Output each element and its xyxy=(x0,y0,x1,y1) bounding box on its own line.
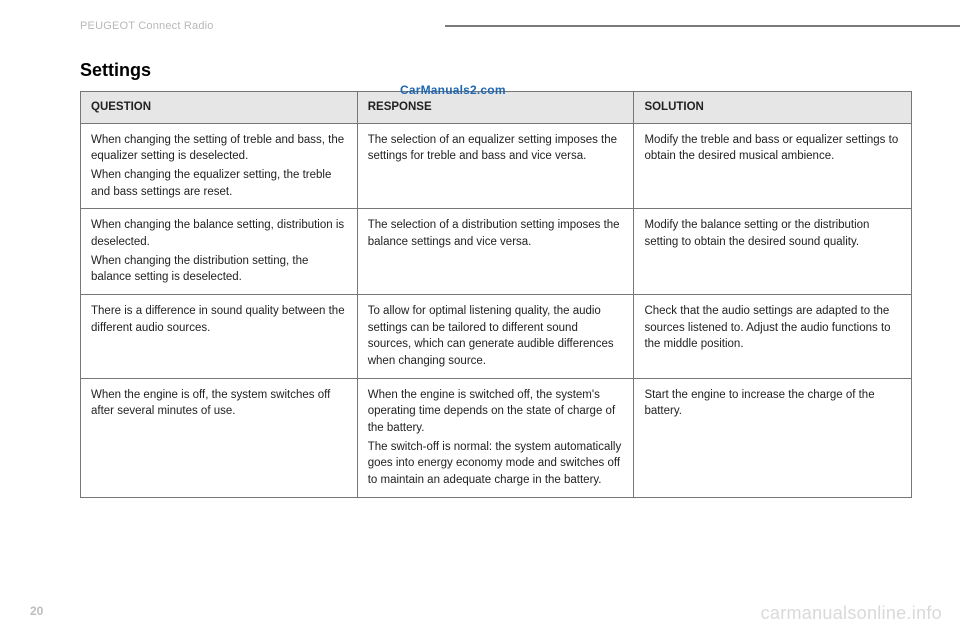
text: When changing the setting of treble and … xyxy=(91,132,347,165)
page-number: 20 xyxy=(30,604,43,618)
table-row: When the engine is off, the system switc… xyxy=(81,378,912,497)
text: When the engine is switched off, the sys… xyxy=(368,387,624,437)
cell-solution: Modify the treble and bass or equalizer … xyxy=(634,123,912,209)
cell-response: The selection of a distribution setting … xyxy=(357,209,634,295)
cell-solution: Modify the balance setting or the distri… xyxy=(634,209,912,295)
watermark-bottom: carmanualsonline.info xyxy=(761,603,942,624)
table-row: There is a difference in sound quality b… xyxy=(81,295,912,379)
manual-page: PEUGEOT Connect Radio Settings CarManual… xyxy=(0,0,960,640)
cell-response: The selection of an equalizer setting im… xyxy=(357,123,634,209)
cell-question: When changing the balance setting, distr… xyxy=(81,209,358,295)
text: When changing the equalizer setting, the… xyxy=(91,167,347,200)
table-row: When changing the balance setting, distr… xyxy=(81,209,912,295)
cell-solution: Start the engine to increase the charge … xyxy=(634,378,912,497)
table-row: When changing the setting of treble and … xyxy=(81,123,912,209)
header-divider xyxy=(445,25,960,27)
cell-solution: Check that the audio settings are adapte… xyxy=(634,295,912,379)
col-header-solution: SOLUTION xyxy=(634,92,912,124)
cell-question: There is a difference in sound quality b… xyxy=(81,295,358,379)
cell-response: When the engine is switched off, the sys… xyxy=(357,378,634,497)
text: The switch-off is normal: the system aut… xyxy=(368,439,624,489)
text: When changing the distribution setting, … xyxy=(91,253,347,286)
cell-question: When changing the setting of treble and … xyxy=(81,123,358,209)
settings-table: QUESTION RESPONSE SOLUTION When changing… xyxy=(80,91,912,498)
watermark-top: CarManuals2.com xyxy=(400,83,506,97)
cell-response: To allow for optimal listening quality, … xyxy=(357,295,634,379)
page-title: Settings xyxy=(80,60,912,81)
col-header-question: QUESTION xyxy=(81,92,358,124)
text: When changing the balance setting, distr… xyxy=(91,217,347,250)
cell-question: When the engine is off, the system switc… xyxy=(81,378,358,497)
